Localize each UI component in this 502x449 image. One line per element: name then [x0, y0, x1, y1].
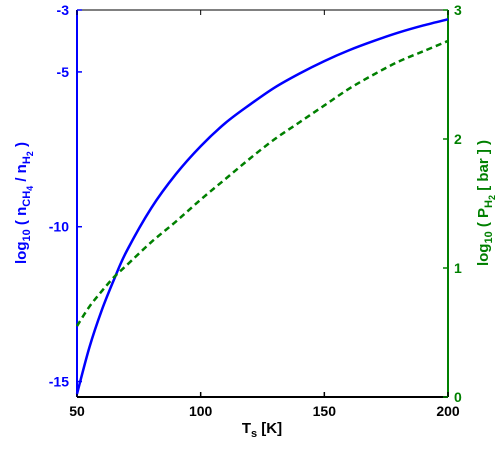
x-ticks: 50 100 150 200 — [69, 10, 460, 419]
x-tick-label: 150 — [313, 403, 337, 419]
y-left-tick-label: -10 — [49, 219, 69, 235]
x-axis-title: Ts [K] — [242, 420, 282, 440]
y-right-tick-label: 2 — [454, 131, 462, 147]
series-line-hydrogen-pressure — [75, 39, 449, 327]
y-right-axis-title: log10 ( PH2 [ bar ] ) — [475, 140, 497, 266]
series-line-methane-ratio — [75, 18, 449, 395]
y-right-tick-label: 1 — [454, 260, 462, 276]
y-left-axis-title: log10 ( nCH4 / nH2 ) — [13, 142, 35, 264]
y-left-tick-label: -3 — [57, 2, 70, 18]
plot-frame — [76, 9, 449, 398]
series-group — [75, 18, 449, 395]
x-tick-label: 200 — [436, 403, 460, 419]
y-right-tick-label: 3 — [454, 2, 462, 18]
x-tick-label: 50 — [69, 403, 85, 419]
y-right-tick-label: 0 — [454, 389, 462, 405]
y-left-tick-label: -15 — [49, 374, 69, 390]
x-tick-label: 100 — [189, 403, 213, 419]
y-right-ticks: 0 1 2 3 — [443, 2, 462, 405]
y-left-tick-label: -5 — [57, 64, 70, 80]
